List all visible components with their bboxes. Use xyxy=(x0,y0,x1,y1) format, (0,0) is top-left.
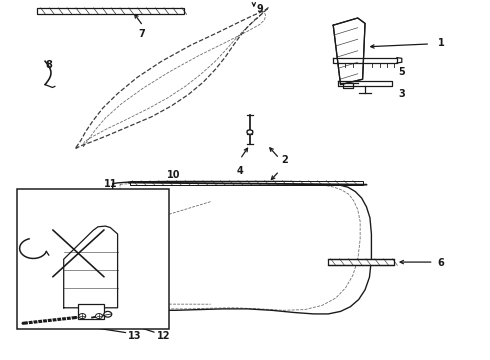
Circle shape xyxy=(96,314,102,319)
Text: 9: 9 xyxy=(256,4,263,14)
Bar xyxy=(130,181,363,185)
Polygon shape xyxy=(333,18,365,85)
Text: 2: 2 xyxy=(281,155,288,165)
Text: 5: 5 xyxy=(398,67,405,77)
Bar xyxy=(328,259,394,265)
Text: 3: 3 xyxy=(398,89,405,99)
Circle shape xyxy=(247,130,253,134)
Text: 4: 4 xyxy=(237,166,244,176)
Bar xyxy=(17,189,169,329)
Text: 10: 10 xyxy=(167,170,181,180)
Text: 8: 8 xyxy=(46,60,52,70)
Bar xyxy=(37,8,184,14)
Text: 7: 7 xyxy=(139,29,146,39)
Text: 1: 1 xyxy=(438,38,444,48)
Circle shape xyxy=(79,314,86,319)
Text: 11: 11 xyxy=(103,179,117,189)
Circle shape xyxy=(104,311,112,317)
Text: 12: 12 xyxy=(157,330,171,341)
Text: 13: 13 xyxy=(128,330,142,341)
Text: 6: 6 xyxy=(438,258,444,268)
Bar xyxy=(78,304,104,319)
